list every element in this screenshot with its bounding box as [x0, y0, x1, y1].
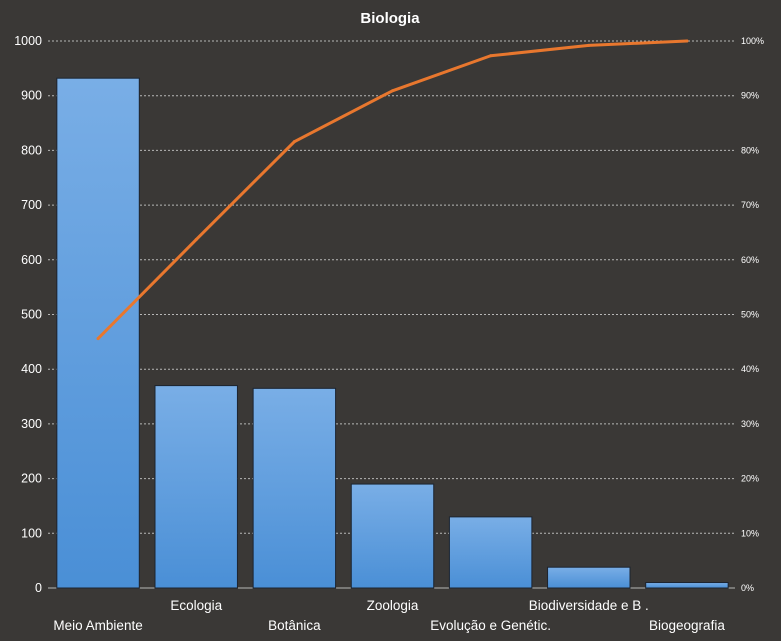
cumulative-line: [96, 39, 689, 341]
left-tick-label: 900: [21, 89, 42, 103]
right-tick-label: 90%: [741, 91, 759, 101]
left-tick-label: 200: [21, 472, 42, 486]
bar: [448, 516, 533, 589]
right-tick-label: 80%: [741, 145, 759, 155]
cumulative-line-series: [96, 39, 689, 341]
line-point: [96, 337, 100, 341]
right-axis-tick-labels: 0% 10% 20% 30% 40% 50% 60% 70% 80% 90% 100%: [741, 36, 764, 593]
category-label: Evolução e Genétic.: [430, 618, 551, 633]
line-point: [391, 89, 394, 93]
category-label: Biogeografia: [649, 618, 725, 633]
right-tick-label: 60%: [741, 255, 759, 265]
chart-title: Biologia: [360, 10, 420, 27]
bar: [154, 385, 238, 589]
left-tick-label: 600: [21, 253, 42, 267]
category-label: Meio Ambiente: [53, 618, 142, 633]
right-tick-label: 20%: [741, 474, 759, 484]
left-tick-label: 800: [21, 143, 42, 157]
bar: [56, 77, 140, 589]
line-point: [489, 54, 493, 58]
line-point: [194, 238, 198, 242]
bar: [547, 566, 631, 589]
bar: [645, 582, 729, 589]
right-tick-label: 50%: [741, 310, 759, 320]
bar: [252, 387, 337, 589]
bar: [350, 483, 435, 589]
left-tick-label: 1000: [14, 34, 42, 48]
category-label: Botânica: [268, 618, 321, 633]
right-tick-label: 100%: [741, 36, 764, 46]
right-tick-label: 0%: [741, 583, 754, 593]
left-tick-label: 100: [21, 526, 42, 540]
left-tick-label: 700: [21, 198, 42, 212]
right-tick-label: 40%: [741, 364, 759, 374]
right-tick-label: 10%: [741, 528, 759, 538]
left-tick-label: 0: [35, 581, 42, 595]
line-point: [292, 140, 296, 144]
category-labels: Meio Ambiente Ecologia Botânica Zoologia Evo…: [53, 598, 725, 633]
left-axis-tick-labels: 0 100 200 300 400 500 600 700 800 900 1000: [14, 34, 42, 595]
line-point: [685, 39, 689, 43]
left-tick-label: 400: [21, 362, 42, 376]
category-label: Zoologia: [367, 598, 419, 613]
category-label: Biodiversidade e B .: [529, 598, 649, 613]
line-point: [587, 43, 591, 47]
bar-series: [56, 77, 729, 589]
right-tick-label: 70%: [741, 200, 759, 210]
left-tick-label: 300: [21, 417, 42, 431]
left-tick-label: 500: [21, 308, 42, 322]
category-label: Ecologia: [170, 598, 222, 613]
right-tick-label: 30%: [741, 419, 759, 429]
